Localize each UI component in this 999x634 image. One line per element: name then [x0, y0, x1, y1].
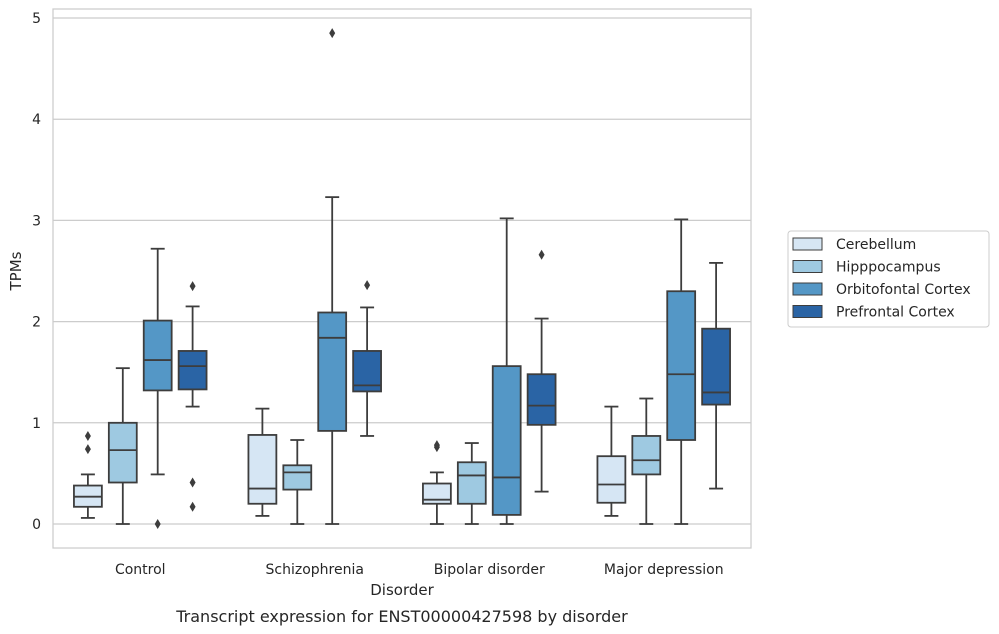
box-iqr: [247, 434, 278, 505]
box-iqr: [631, 435, 662, 476]
box-orbitofontal-cortex-1: [317, 28, 348, 525]
box-iqr: [491, 365, 522, 516]
box-hipppocampus-0: [107, 367, 138, 525]
outlier-point: [189, 501, 196, 512]
box-hipppocampus-2: [456, 442, 487, 525]
outlier-point: [84, 430, 91, 441]
box-cerebellum-3: [596, 405, 627, 517]
y-tick-label: 5: [32, 11, 41, 27]
y-tick-label: 0: [32, 517, 41, 533]
box-iqr: [317, 311, 348, 432]
box-orbitofontal-cortex-0: [142, 247, 173, 529]
y-tick-label: 2: [32, 315, 41, 331]
legend-entry: Orbitofontal Cortex: [836, 282, 971, 298]
y-axis-label: TPMs: [7, 251, 25, 291]
outlier-point: [433, 440, 440, 451]
box-hipppocampus-1: [282, 439, 313, 525]
box-cerebellum-1: [247, 407, 278, 517]
outlier-point: [189, 477, 196, 488]
box-iqr: [596, 455, 627, 504]
chart-title: Transcript expression for ENST0000042759…: [175, 607, 628, 626]
box-iqr: [456, 461, 487, 505]
legend-entry: Hipppocampus: [836, 260, 941, 276]
x-tick-label: Major depression: [604, 562, 724, 578]
y-axis-ticks: 0 1 2 3 4 5: [32, 11, 41, 533]
x-tick-label: Bipolar disorder: [434, 562, 545, 578]
box-iqr: [142, 319, 173, 392]
x-tick-label: Schizophrenia: [266, 562, 364, 578]
x-tick-label: Control: [115, 562, 166, 578]
legend-swatch: [792, 260, 823, 273]
x-axis-label: Disorder: [370, 581, 434, 599]
box-orbitofontal-cortex-3: [666, 218, 697, 525]
box-iqr: [282, 464, 313, 491]
box-hipppocampus-3: [631, 397, 662, 525]
outlier-point: [364, 280, 371, 291]
box-prefrontal-cortex-0: [177, 281, 208, 512]
boxes: [73, 28, 731, 529]
box-iqr: [526, 373, 557, 426]
outlier-point: [84, 444, 91, 455]
box-cerebellum-2: [422, 440, 452, 525]
box-iqr: [422, 482, 452, 505]
legend-swatch: [792, 305, 823, 318]
outlier-point: [329, 28, 336, 39]
y-tick-label: 3: [32, 213, 41, 229]
box-iqr: [666, 290, 697, 441]
legend: Cerebellum Hipppocampus Orbitofontal Corte…: [787, 230, 990, 328]
legend-entry: Cerebellum: [836, 237, 916, 253]
box-iqr: [107, 421, 138, 484]
box-prefrontal-cortex-2: [526, 249, 557, 493]
outlier-point: [538, 249, 545, 260]
box-orbitofontal-cortex-2: [491, 217, 522, 525]
plot-area-frame: [52, 8, 752, 549]
y-tick-label: 4: [32, 112, 41, 128]
outlier-point: [189, 281, 196, 292]
box-prefrontal-cortex-3: [701, 262, 731, 490]
box-iqr: [177, 350, 208, 391]
box-prefrontal-cortex-1: [352, 280, 382, 437]
legend-frame: [787, 230, 990, 328]
y-tick-label: 1: [32, 416, 41, 432]
legend-swatch: [792, 237, 823, 251]
legend-swatch: [792, 282, 823, 296]
outlier-point: [154, 519, 161, 529]
box-cerebellum-0: [73, 430, 103, 519]
legend-entry: Prefrontal Cortex: [836, 305, 955, 321]
x-axis-ticks: Control Schizophrenia Bipolar disorder Majo…: [115, 562, 724, 578]
